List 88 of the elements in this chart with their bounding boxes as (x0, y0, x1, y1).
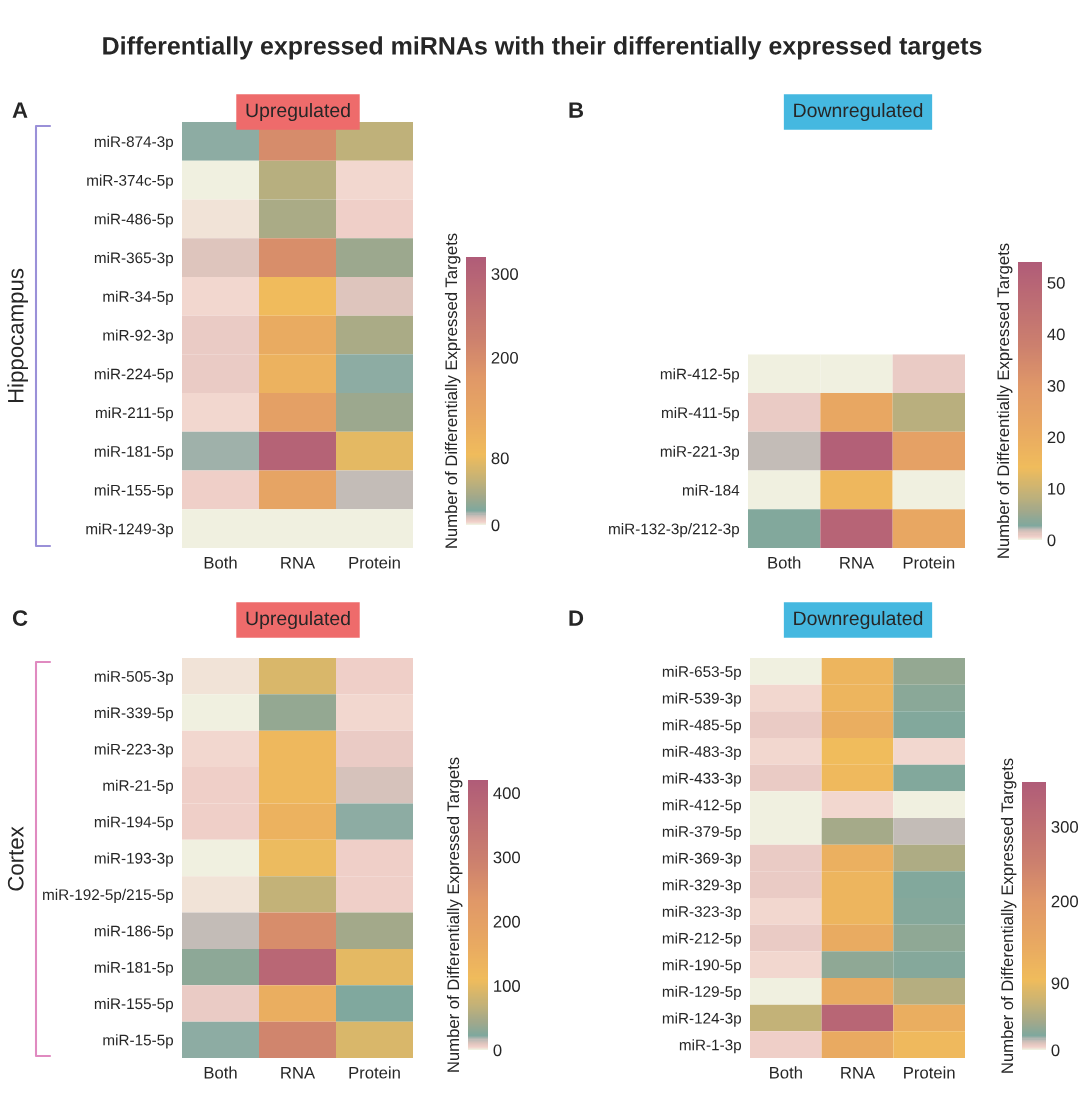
y-tick-label: miR-155-5p (94, 997, 174, 1013)
x-tick-label: Protein (349, 1066, 400, 1079)
y-tick-label: miR-155-5p (94, 484, 174, 499)
color-bar-title: Number of Differentially Expressed Targets (446, 757, 463, 1072)
y-tick-label: miR-485-5p (662, 719, 742, 734)
color-bar-label: 200 (1051, 895, 1079, 908)
color-bar-label: 10 (1048, 482, 1065, 495)
x-tick-label: Both (204, 1066, 237, 1079)
y-tick-label: miR-92-3p (103, 329, 174, 344)
y-tick-label: miR-874-3p (94, 135, 174, 151)
y-tick-label: miR-486-5p (94, 213, 174, 228)
color-bar-label: 0 (1051, 1044, 1060, 1057)
y-tick-label: miR-15-5p (103, 1034, 174, 1049)
y-tick-label: miR-211-5p (96, 406, 174, 422)
text: A (12, 102, 28, 118)
color-bar-title: Number of Differentially Expressed Targets (444, 233, 461, 548)
color-bar-label: 200 (493, 915, 521, 928)
color-bar-title: Number of Differentially Expressed Targets (996, 243, 1013, 558)
x-tick-label: Both (204, 556, 237, 569)
color-bar-title: Number of Differentially Expressed Targets (1000, 758, 1017, 1073)
y-tick-label: miR-129-5p (662, 985, 742, 1001)
y-tick-label: miR-369-3p (662, 852, 742, 867)
color-bar-label: 200 (491, 351, 519, 364)
y-tick-label: miR-1-3p (679, 1039, 742, 1054)
y-tick-label: miR-323-3p (662, 905, 742, 921)
y-tick-label: miR-505-3p (94, 670, 174, 685)
x-tick-label: Protein (903, 556, 955, 569)
y-tick-label: miR-539-3p (662, 692, 742, 707)
y-tick-label: miR-224-5p (94, 368, 174, 383)
y-tick-label: miR-124-3p (662, 1012, 742, 1027)
y-tick-label: miR-1249-3p (86, 523, 174, 538)
color-bar-label: 0 (493, 1044, 502, 1057)
color-bar-label: 300 (493, 851, 521, 864)
y-tick-label: miR-365-3p (94, 252, 174, 267)
y-tick-label: miR-186-5p (94, 925, 174, 940)
text: D (569, 610, 584, 626)
color-bar-label: 300 (1051, 821, 1079, 833)
x-tick-label: RNA (840, 556, 875, 569)
x-tick-label: Both (770, 1066, 802, 1079)
y-tick-label: miR-483-3p (662, 745, 742, 761)
y-tick-label: miR-181-5p (94, 961, 174, 976)
y-tick-label: miR-194-5p (94, 816, 174, 831)
y-axis-title: Hippocampus (7, 268, 28, 403)
text: C (12, 610, 28, 626)
y-tick-label: miR-223-3p (94, 743, 174, 758)
color-bar-label: 30 (1047, 379, 1065, 392)
x-tick-label: Protein (349, 556, 400, 569)
color-bar-label: 0 (491, 519, 500, 532)
y-tick-label: miR-653-5p (662, 665, 742, 681)
chart-title: Downregulated (794, 102, 923, 122)
color-bar-label: 20 (1047, 431, 1065, 444)
y-tick-label: miR-374c-5p (87, 174, 174, 189)
color-bar-label: 300 (491, 268, 519, 280)
y-tick-label: miR-412-5p (662, 799, 742, 814)
color-bar-label: 40 (1047, 328, 1065, 341)
y-tick-label: miR-412-5p (660, 368, 740, 383)
color-bar-label: 400 (493, 787, 521, 800)
y-tick-label: miR-379-5p (662, 825, 742, 841)
y-tick-label: miR-184 (682, 484, 740, 496)
y-tick-label: miR-212-5p (662, 932, 742, 947)
color-bar-label: 0 (1047, 534, 1056, 547)
color-bar-label: 100 (494, 980, 521, 992)
y-tick-label: miR-34-5p (103, 290, 174, 305)
color-bar-label: 50 (1047, 276, 1065, 289)
y-tick-label: miR-132-3p/212-3p (609, 523, 740, 538)
chart-title: Downregulated (794, 610, 923, 630)
y-tick-label: miR-190-5p (662, 959, 742, 974)
y-tick-label: miR-193-3p (94, 852, 174, 867)
color-bar-label: 90 (1051, 977, 1069, 990)
text: Differentially expressed miRNAs with their differentially expressed targets (103, 36, 982, 60)
x-tick-label: RNA (281, 1066, 316, 1079)
color-bar-label: 80 (491, 452, 509, 465)
text: B (569, 102, 584, 118)
y-tick-label: miR-411-5p (662, 406, 740, 422)
y-tick-label: miR-339-5p (94, 707, 174, 722)
x-tick-label: Protein (904, 1066, 955, 1079)
y-tick-label: miR-192-5p/215-5p (43, 888, 174, 904)
y-tick-label: miR-221-3p (660, 445, 740, 460)
y-tick-label: miR-21-5p (103, 779, 174, 794)
y-axis-title: Cortex (7, 826, 24, 891)
y-tick-label: miR-181-5p (94, 445, 174, 460)
y-tick-label: miR-433-3p (662, 772, 742, 787)
y-tick-label: miR-329-3p (662, 879, 742, 894)
chart-title: Upregulated (246, 610, 350, 630)
x-tick-label: RNA (281, 556, 316, 569)
x-tick-label: RNA (841, 1066, 876, 1079)
chart-title: Upregulated (246, 102, 350, 122)
x-tick-label: Both (768, 556, 801, 569)
